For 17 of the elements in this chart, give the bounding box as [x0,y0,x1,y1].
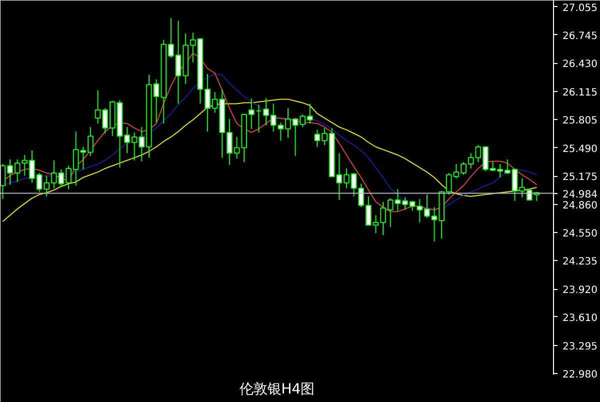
y-tick-label: 24.235 [562,256,598,268]
candlestick [256,104,262,133]
ref-line-label: 24.984 [562,189,598,200]
y-tick-label: 25.490 [562,144,598,155]
y-tick-label: 27.055 [562,2,598,14]
y-tick-label: 24.860 [562,200,598,212]
y-tick-label: 26.115 [562,88,598,99]
y-tick-label: 24.550 [562,228,598,240]
y-tick-label: 25.805 [562,115,598,126]
y-tick-label: 26.745 [562,30,598,42]
y-tick-label: 23.610 [562,312,598,324]
y-tick-label: 23.295 [562,341,598,352]
text: 伦敦银H4图 [239,382,315,398]
y-tick-label: 22.980 [562,370,598,381]
y-tick-label: 25.175 [562,172,598,184]
y-tick-label: 26.430 [562,59,598,70]
y-tick-label: 23.920 [562,285,598,296]
